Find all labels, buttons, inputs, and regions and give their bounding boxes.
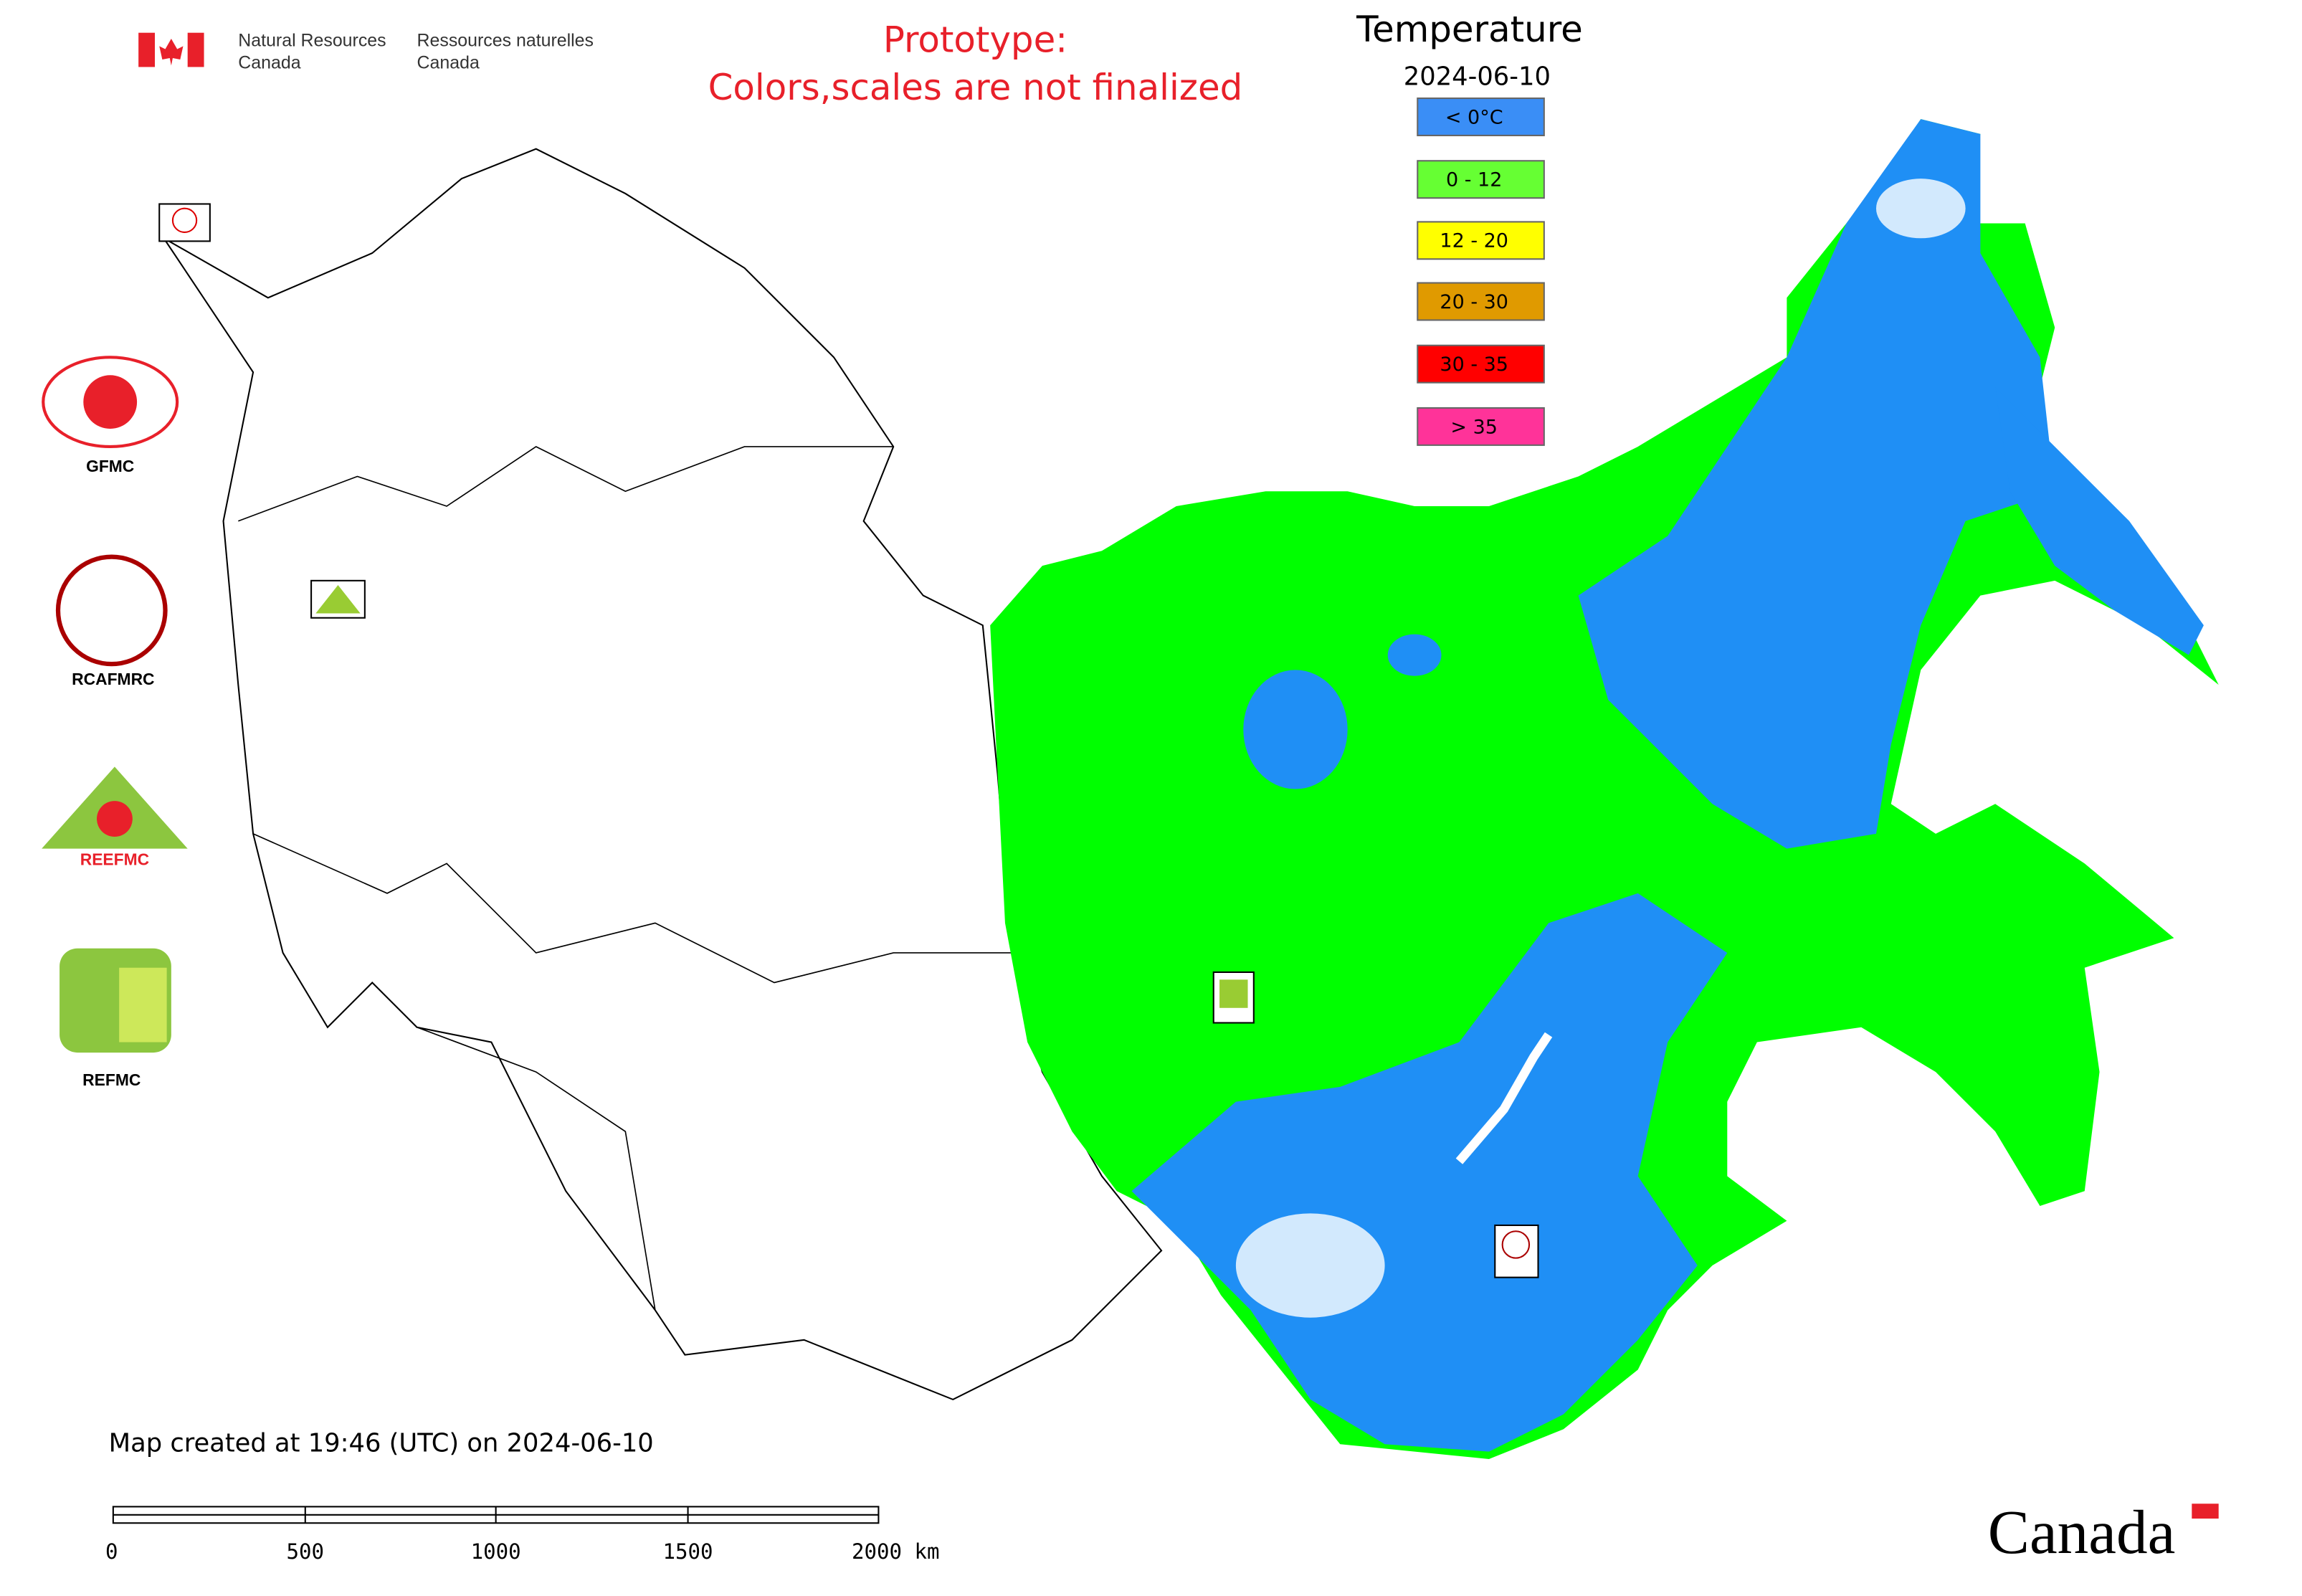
legend-label: < 0°C bbox=[1445, 106, 1503, 128]
department-en: Natural Resources bbox=[238, 30, 386, 50]
department-fr: Canada bbox=[417, 53, 480, 73]
border-line bbox=[252, 833, 1013, 984]
snow-area bbox=[1235, 1213, 1385, 1318]
flag bbox=[187, 32, 204, 67]
cold-area bbox=[1578, 119, 2055, 849]
created-note: Map created at 19:46 (UTC) on 2024-06-10 bbox=[109, 1429, 654, 1458]
legend-swatch bbox=[1417, 407, 1545, 446]
logo bbox=[97, 801, 133, 837]
legend-swatch bbox=[1417, 282, 1545, 321]
legend: < 0°C 0 - 12 12 - 20 20 - 30 30 - 35 > 35 bbox=[1417, 98, 1545, 446]
scale-label: 2000 km bbox=[852, 1539, 939, 1564]
logo bbox=[42, 356, 179, 449]
legend-label: > 35 bbox=[1450, 416, 1498, 438]
logo-marker bbox=[315, 585, 361, 614]
legend-swatch bbox=[1417, 160, 1545, 199]
department-fr: Ressources naturelles bbox=[417, 30, 594, 50]
lake bbox=[1455, 1032, 1553, 1164]
legend-swatch bbox=[1417, 221, 1545, 260]
logo-label: REEFMC bbox=[80, 850, 149, 868]
snow-area bbox=[1875, 179, 1966, 239]
legend-title: Temperature bbox=[1356, 9, 1583, 50]
logo bbox=[55, 554, 168, 667]
logo-label: REFMC bbox=[82, 1070, 141, 1089]
country-outline bbox=[163, 148, 1163, 1401]
legend-label: 30 - 35 bbox=[1440, 353, 1508, 376]
scale-bar bbox=[112, 1506, 880, 1524]
scale-label: 1000 bbox=[471, 1539, 521, 1564]
logo bbox=[83, 375, 138, 429]
logo-marker bbox=[1501, 1230, 1531, 1259]
logo-marker bbox=[171, 207, 198, 233]
logo-marker bbox=[1494, 1224, 1539, 1278]
legend-label: 0 - 12 bbox=[1446, 169, 1502, 191]
cold-area bbox=[1243, 670, 1348, 789]
border-line bbox=[238, 445, 894, 522]
logo-label: RCAFMRC bbox=[72, 670, 154, 688]
notice: Prototype: bbox=[883, 19, 1067, 61]
department-en: Canada bbox=[238, 53, 300, 73]
wordmark-flag bbox=[2192, 1504, 2219, 1519]
scale-label: 1500 bbox=[663, 1539, 713, 1564]
flag bbox=[138, 32, 156, 67]
flag bbox=[159, 38, 184, 66]
wordmark: Canada bbox=[1988, 1497, 2176, 1567]
border-line bbox=[417, 1027, 656, 1311]
legend-date: 2024-06-10 bbox=[1404, 62, 1551, 91]
logo-label: GFMC bbox=[86, 457, 134, 475]
legend-label: 12 - 20 bbox=[1440, 230, 1508, 252]
logo bbox=[119, 967, 167, 1042]
logo-marker bbox=[158, 203, 211, 242]
legend-label: 20 - 30 bbox=[1440, 291, 1508, 313]
cold-area bbox=[1995, 386, 2204, 655]
notice: Colors,scales are not finalized bbox=[708, 67, 1243, 108]
legend-swatch bbox=[1417, 98, 1545, 136]
logo-marker bbox=[1219, 979, 1248, 1008]
scale-label: 0 bbox=[105, 1539, 118, 1564]
legend-swatch bbox=[1417, 344, 1545, 384]
scale-label: 500 bbox=[287, 1539, 325, 1564]
cold-area bbox=[1387, 634, 1442, 676]
